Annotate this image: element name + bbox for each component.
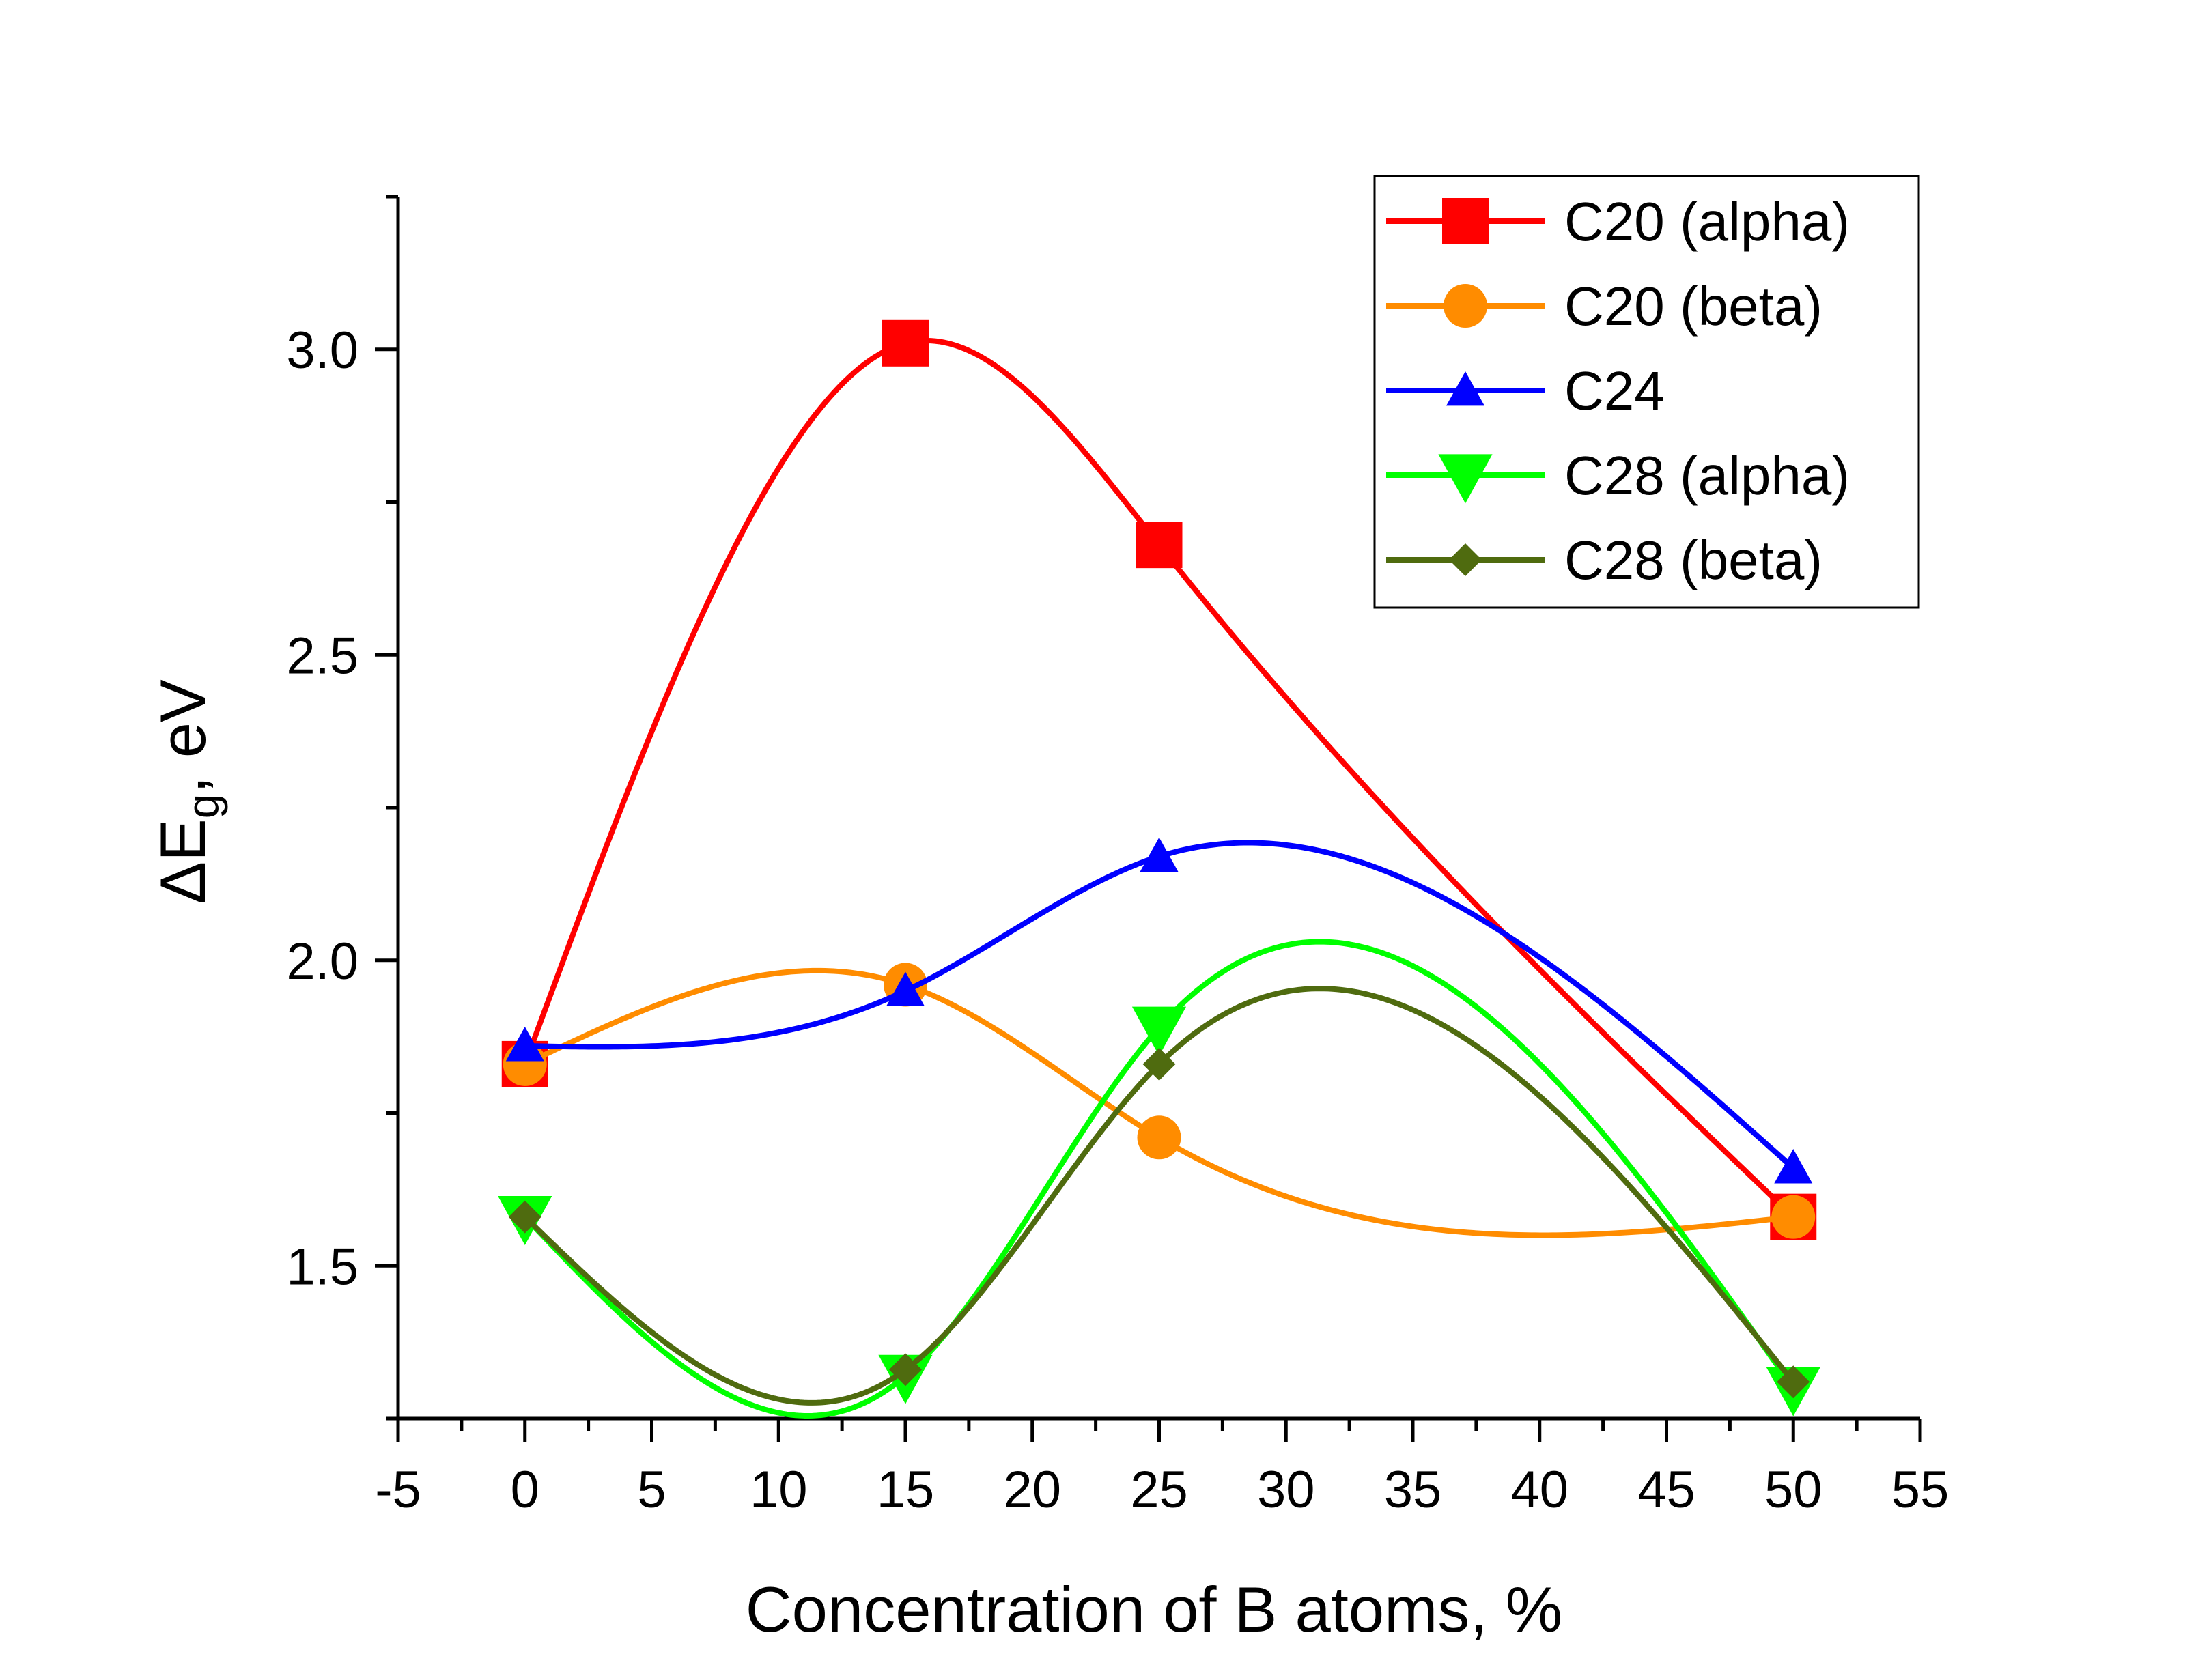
x-tick-label: 15 <box>877 1461 935 1519</box>
x-tick-label: 30 <box>1257 1461 1315 1519</box>
legend-item-c20-alpha: C20 (alpha) <box>1386 191 1850 252</box>
series-group <box>498 319 1820 1419</box>
data-point-c24 <box>505 1027 544 1062</box>
y-tick-label: 1.5 <box>286 1238 358 1296</box>
legend-item-c28-beta: C28 (beta) <box>1386 530 1822 590</box>
x-tick-label: 50 <box>1764 1461 1822 1519</box>
x-tick-label: 5 <box>637 1461 666 1519</box>
y-axis-title-subscript: g <box>178 794 228 819</box>
x-axis-title: Concentration of B atoms, % <box>746 1574 1562 1645</box>
legend-label: C20 (alpha) <box>1564 191 1850 252</box>
data-point-c28-beta <box>1142 1047 1176 1081</box>
legend-item-c24: C24 <box>1386 360 1665 421</box>
data-point-c20-alpha <box>1136 522 1183 569</box>
x-tick-label: 10 <box>750 1461 808 1519</box>
legend-item-c28-alpha: C28 (alpha) <box>1386 445 1850 506</box>
x-tick-label: -5 <box>375 1461 421 1519</box>
legend-label: C20 (beta) <box>1564 276 1822 337</box>
legend-marker <box>1444 284 1487 328</box>
data-point-c28-beta <box>508 1200 541 1234</box>
x-tick-labels: -5 0 5 10 15 20 25 30 35 40 45 50 55 <box>375 1461 1949 1519</box>
y-tick-labels: 1.5 2.0 2.5 3.0 <box>286 322 358 1296</box>
x-tick-label: 45 <box>1637 1461 1695 1519</box>
legend-item-c20-beta: C20 (beta) <box>1386 276 1822 337</box>
legend-label: C28 (alpha) <box>1564 445 1850 506</box>
x-tick-label: 20 <box>1003 1461 1061 1519</box>
legend-label: C28 (beta) <box>1564 530 1822 590</box>
data-point-c24 <box>1774 1149 1813 1184</box>
legend: C20 (alpha) C20 (beta) C24 C28 (alpha) C28 (… <box>1373 175 1920 609</box>
series-c20-beta <box>503 963 1816 1239</box>
y-axis-title-suffix: , eV <box>147 679 219 794</box>
series-c24 <box>505 837 1813 1184</box>
data-point-c28-beta <box>889 1353 922 1386</box>
y-tick-label: 2.5 <box>286 627 358 685</box>
y-tick-label: 3.0 <box>286 322 358 380</box>
data-point-c20-beta <box>1137 1115 1181 1160</box>
data-point-c24 <box>886 971 925 1006</box>
data-point-c20-beta <box>1771 1195 1816 1239</box>
data-point-c28-alpha <box>1131 1006 1187 1056</box>
series-c28-beta <box>508 986 1810 1406</box>
legend-marker <box>1438 454 1493 504</box>
y-axis-title: ΔEg, eV <box>147 679 228 905</box>
data-point-c24 <box>1140 837 1179 872</box>
x-tick-label: 0 <box>511 1461 539 1519</box>
x-tick-label: 35 <box>1384 1461 1442 1519</box>
x-tick-label: 40 <box>1510 1461 1568 1519</box>
data-point-c28-beta <box>1777 1365 1810 1399</box>
legend-label: C24 <box>1564 360 1665 421</box>
legend-marker <box>1446 371 1484 406</box>
x-tick-label: 25 <box>1130 1461 1188 1519</box>
x-tick-label: 55 <box>1891 1461 1949 1519</box>
y-tick-label: 2.0 <box>286 932 358 991</box>
data-point-c20-alpha <box>882 319 929 367</box>
legend-marker <box>1442 198 1489 244</box>
y-axis-title-prefix: ΔE <box>147 818 219 905</box>
legend-marker <box>1449 543 1482 576</box>
axes <box>375 195 1922 1442</box>
